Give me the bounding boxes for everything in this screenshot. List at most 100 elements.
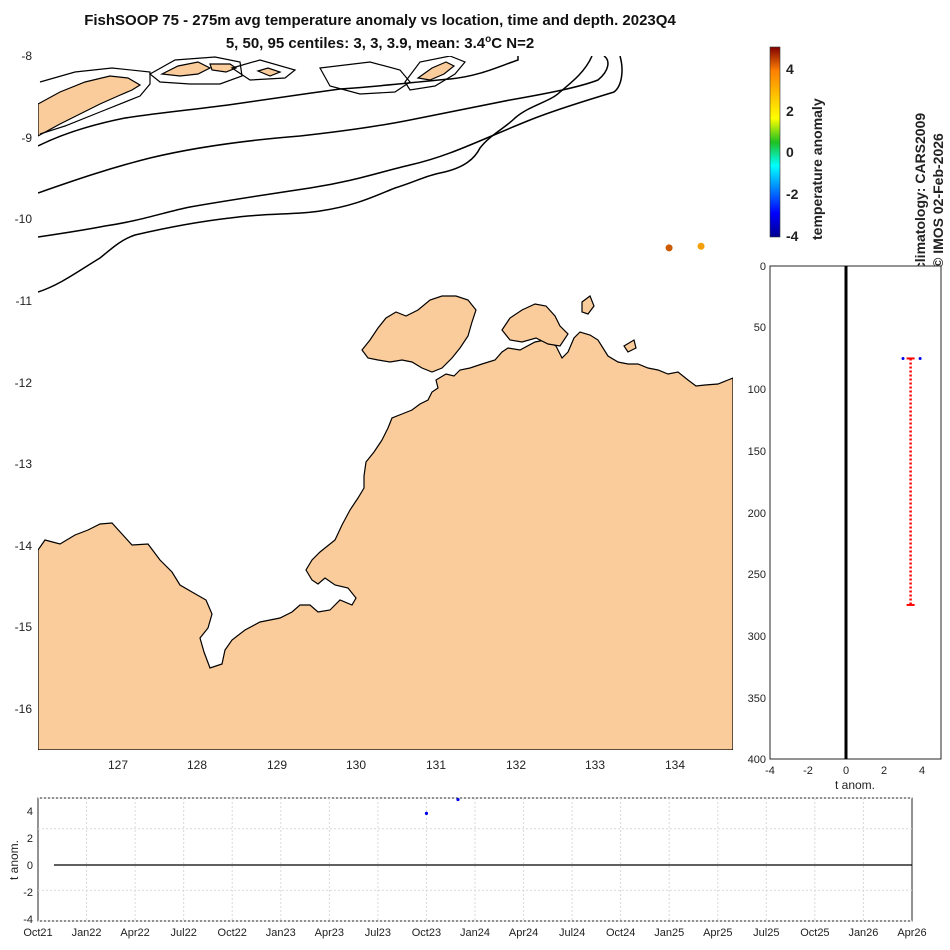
reef-outline-4 (319, 61, 411, 95)
land-croker-island (581, 295, 595, 315)
profile-y-tick-50: 50 (754, 322, 766, 334)
timeseries-grid (38, 797, 912, 922)
profile-y-tick-350: 350 (748, 693, 766, 705)
ts-y-tick-4: 4 (27, 806, 33, 818)
chart-subtitle: 5, 50, 95 centiles: 3, 3, 3.9, mean: 3.4… (0, 34, 760, 52)
reef-outline-1 (39, 67, 151, 135)
map-x-tick-131: 131 (426, 758, 446, 772)
map-point-1 (665, 244, 673, 252)
ts-x-tick-oct22: Oct22 (218, 927, 247, 939)
map-panel: 127 128 129 130 131 132 133 134 -8 -9 -1… (15, 49, 733, 772)
timeseries-y-ticks: 4 2 0 -2 -4 (23, 806, 33, 926)
ts-x-tick-apr25: Apr25 (703, 927, 732, 939)
ts-y-tick--4: -4 (23, 914, 33, 926)
timeseries-point-2 (456, 797, 460, 802)
profile-x-tick--4: -4 (765, 765, 775, 777)
land-melville-island (361, 295, 477, 373)
map-y-tick--12: -12 (15, 376, 33, 390)
bathymetry-contour-deep (38, 56, 623, 238)
colorbar-tick-2: 2 (786, 103, 794, 119)
subtitle-stats: 5, 50, 95 centiles: 3, 3, 3.9, mean: 3.4 (225, 35, 486, 52)
colorbar-tick-4: 4 (786, 61, 794, 77)
ts-x-tick-jan26: Jan26 (848, 927, 878, 939)
map-y-tick--8: -8 (21, 49, 32, 63)
land-australia (38, 331, 733, 750)
land-island-c (256, 67, 282, 77)
ts-x-tick-oct24: Oct24 (606, 927, 635, 939)
profile-y-tick-300: 300 (748, 631, 766, 643)
bathymetry-contour-mid (38, 56, 609, 194)
ts-x-tick-apr26: Apr26 (897, 927, 926, 939)
time-series-panel: 4 2 0 -2 -4 t anom. Oct21 Jan22 Apr22 Jul22… (7, 797, 927, 939)
land-island-a (159, 61, 212, 77)
land-small-island (623, 339, 637, 353)
profile-y-tick-0: 0 (760, 261, 766, 273)
profile-y-tick-150: 150 (748, 446, 766, 458)
map-y-ticks: -8 -9 -10 -11 -12 -13 -14 -15 -16 (15, 49, 33, 716)
colorbar-label: temperature anomaly (809, 98, 825, 240)
ts-x-tick-jul25: Jul25 (753, 927, 779, 939)
profile-x-tick-0: 0 (843, 765, 849, 777)
depth-profile-panel: 0 50 100 150 200 250 300 350 400 -4 -2 0… (748, 261, 942, 792)
profile-x-tick-4: 4 (919, 765, 925, 777)
profile-point-1 (901, 356, 905, 360)
timeseries-point-1 (424, 811, 429, 815)
profile-x-tick-2: 2 (881, 765, 887, 777)
map-y-tick--10: -10 (15, 212, 33, 226)
ts-x-tick-jul23: Jul23 (365, 927, 391, 939)
map-x-tick-128: 128 (187, 758, 207, 772)
ts-y-tick-2: 2 (27, 833, 33, 845)
map-x-tick-129: 129 (267, 758, 287, 772)
ts-x-tick-jul24: Jul24 (559, 927, 585, 939)
profile-frame (769, 265, 942, 760)
map-content (38, 56, 733, 750)
ts-x-tick-apr23: Apr23 (315, 927, 344, 939)
ts-x-tick-jan22: Jan22 (72, 927, 102, 939)
map-y-tick--14: -14 (15, 539, 33, 553)
ts-x-tick-jan24: Jan24 (460, 927, 490, 939)
reef-outline-5 (404, 56, 466, 91)
colorbar-tick-0: 0 (786, 144, 794, 160)
profile-y-tick-250: 250 (748, 569, 766, 581)
timeseries-y-label: t anom. (7, 840, 21, 880)
subtitle-count: C N=2 (491, 35, 535, 52)
profile-x-tick--2: -2 (803, 765, 813, 777)
reef-outline-3 (230, 59, 297, 81)
land-island-b (209, 63, 238, 73)
degree-sign: o (485, 34, 492, 45)
ts-x-tick-oct23: Oct23 (412, 927, 441, 939)
profile-x-label: t anom. (835, 778, 875, 792)
land-cobourg (501, 303, 569, 347)
profile-y-tick-100: 100 (748, 384, 766, 396)
map-x-tick-132: 132 (506, 758, 526, 772)
map-y-tick--13: -13 (15, 457, 33, 471)
reef-outline-2 (148, 56, 243, 85)
map-x-tick-130: 130 (346, 758, 366, 772)
map-y-tick--11: -11 (16, 294, 33, 308)
land-timor (38, 75, 142, 137)
profile-y-ticks: 0 50 100 150 200 250 300 350 400 (748, 261, 766, 766)
ts-x-tick-jan23: Jan23 (266, 927, 296, 939)
profile-point-2 (918, 356, 922, 360)
colorbar: 4 2 0 -2 -4 temperature anomaly (769, 46, 825, 244)
land-island-d (416, 61, 456, 81)
ts-x-tick-apr24: Apr24 (509, 927, 538, 939)
map-x-ticks: 127 128 129 130 131 132 133 134 (108, 758, 685, 772)
colorbar-gradient (769, 46, 781, 238)
ts-y-tick--2: -2 (23, 887, 33, 899)
chart-title: FishSOOP 75 - 275m avg temperature anoma… (84, 12, 676, 29)
map-x-tick-133: 133 (585, 758, 605, 772)
bathymetry-contour-abyssal (38, 56, 593, 293)
colorbar-tick--4: -4 (786, 228, 799, 244)
colorbar-tick--2: -2 (786, 186, 799, 202)
ts-x-tick-oct21: Oct21 (23, 927, 52, 939)
profile-y-tick-200: 200 (748, 508, 766, 520)
map-x-tick-134: 134 (665, 758, 685, 772)
map-y-tick--16: -16 (15, 702, 33, 716)
map-point-2 (697, 242, 705, 250)
map-x-tick-127: 127 (108, 758, 128, 772)
ts-y-tick-0: 0 (27, 860, 33, 872)
timeseries-x-ticks: Oct21 Jan22 Apr22 Jul22 Oct22 Jan23 Apr23 Jul23… (23, 927, 926, 939)
profile-y-tick-400: 400 (748, 754, 766, 766)
